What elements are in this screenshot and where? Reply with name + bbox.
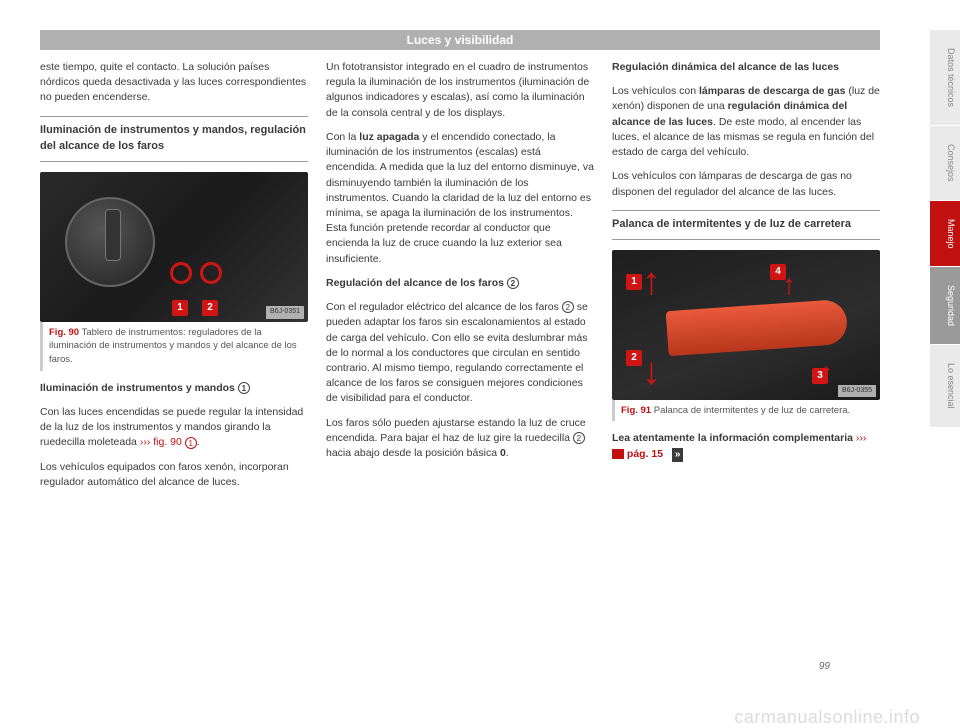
page-number: 99: [819, 661, 830, 672]
paragraph-text: y el encendido conectado, la iluminación…: [326, 131, 594, 265]
paragraph: Con las luces encendidas se puede regula…: [40, 405, 308, 451]
inline-callout-num: 1: [238, 382, 250, 394]
callout-number: 4: [770, 264, 786, 280]
page-content: Luces y visibilidad este tiempo, quite e…: [40, 30, 880, 680]
paragraph-text: .: [506, 447, 509, 459]
arrow-up-icon: ↑: [642, 255, 661, 310]
figure-90-caption: Fig. 90 Tablero de instrumentos: regulad…: [40, 322, 308, 371]
column-1: este tiempo, quite el contacto. La soluc…: [40, 60, 308, 499]
callout-number: 3: [812, 368, 828, 384]
image-id-tag: B6J-0351: [266, 306, 304, 318]
bold-text: Lea atentamente la información complemen…: [612, 432, 856, 444]
figure-90-image: 1 2 B6J-0351: [40, 172, 308, 322]
tab-seguridad[interactable]: Seguridad: [930, 267, 960, 345]
paragraph: este tiempo, quite el contacto. La soluc…: [40, 60, 308, 106]
figure-91-caption: Fig. 91 Palanca de intermitentes y de lu…: [612, 400, 880, 422]
image-id-tag: B6J-0355: [838, 385, 876, 397]
subsection-title: Palanca de intermitentes y de luz de car…: [612, 210, 880, 240]
text-columns: este tiempo, quite el contacto. La soluc…: [40, 60, 880, 499]
callout-number: 1: [626, 274, 642, 290]
inline-callout-num: 2: [573, 432, 585, 444]
callout-number: 1: [172, 300, 188, 316]
sub-heading-text: Regulación del alcance de los faros: [326, 277, 504, 289]
section-header: Luces y visibilidad: [40, 30, 880, 50]
bold-text: lámparas de descarga de gas: [699, 85, 846, 97]
figure-number: Fig. 91: [621, 405, 651, 416]
paragraph-text: se pueden adaptar los faros sin escalona…: [326, 301, 588, 404]
figure-90: 1 2 B6J-0351 Fig. 90 Tablero de instrume…: [40, 172, 308, 371]
paragraph: Un fototransistor integrado en el cuadro…: [326, 60, 594, 121]
inline-callout-num: 2: [562, 301, 574, 313]
paragraph-text: Los vehículos con: [612, 85, 699, 97]
page-ref: pág. 15: [624, 448, 663, 460]
figure-91: ↑ ↓ ↑ → 1 2 3 4 B6J-0355 Fig. 91 Palanca…: [612, 250, 880, 422]
callout-circle: [200, 262, 222, 284]
cross-ref: ›››: [856, 432, 867, 444]
tab-manejo[interactable]: Manejo: [930, 201, 960, 268]
callout-number: 2: [202, 300, 218, 316]
paragraph-text: Con la: [326, 131, 359, 143]
sub-heading: Iluminación de instrumentos y mandos 1: [40, 381, 308, 396]
sub-heading-text: Iluminación de instrumentos y mandos: [40, 382, 235, 394]
callout-number: 2: [626, 350, 642, 366]
continue-marker: »: [672, 448, 684, 463]
paragraph: Los vehículos equipados con faros xenón,…: [40, 460, 308, 490]
cross-ref: ››› fig. 90: [140, 436, 182, 448]
inline-callout-num: 1: [185, 437, 197, 449]
tab-datos-tecnicos[interactable]: Datos técnicos: [930, 30, 960, 126]
paragraph: Con el regulador eléctrico del alcance d…: [326, 300, 594, 407]
callout-circle: [170, 262, 192, 284]
watermark: carmanualsonline.info: [734, 707, 920, 728]
column-2: Un fototransistor integrado en el cuadro…: [326, 60, 594, 499]
bold-text: luz apagada: [359, 131, 419, 143]
tab-lo-esencial[interactable]: Lo esencial: [930, 345, 960, 428]
headlight-dial-graphic: [65, 197, 155, 287]
figure-91-image: ↑ ↓ ↑ → 1 2 3 4 B6J-0355: [612, 250, 880, 400]
paragraph: Los faros sólo pueden ajustarse estando …: [326, 416, 594, 462]
subsection-title: Iluminación de instrumentos y mandos, re…: [40, 116, 308, 162]
paragraph: Lea atentamente la información complemen…: [612, 431, 880, 462]
figure-number: Fig. 90: [49, 327, 79, 338]
column-3: Regulación dinámica del alcance de las l…: [612, 60, 880, 499]
sub-heading: Regulación del alcance de los faros 2: [326, 276, 594, 291]
paragraph-text: Con el regulador eléctrico del alcance d…: [326, 301, 562, 313]
side-tab-bar: Datos técnicos Consejos Manejo Seguridad…: [930, 30, 960, 428]
paragraph: Los vehículos con lámparas de descarga d…: [612, 169, 880, 199]
paragraph-text: Los faros sólo pueden ajustarse estando …: [326, 417, 586, 444]
caption-text: Tablero de instrumentos: reguladores de …: [49, 327, 297, 366]
caption-text: Palanca de intermitentes y de luz de car…: [654, 405, 850, 416]
paragraph: Con la luz apagada y el encendido conect…: [326, 130, 594, 267]
sub-heading: Regulación dinámica del alcance de las l…: [612, 60, 880, 75]
arrow-down-icon: ↓: [642, 345, 661, 400]
paragraph: Los vehículos con lámparas de descarga d…: [612, 84, 880, 160]
book-icon: [612, 449, 624, 459]
tab-consejos[interactable]: Consejos: [930, 126, 960, 201]
paragraph-text: hacia abajo desde la posición básica: [326, 447, 500, 459]
inline-callout-num: 2: [507, 277, 519, 289]
